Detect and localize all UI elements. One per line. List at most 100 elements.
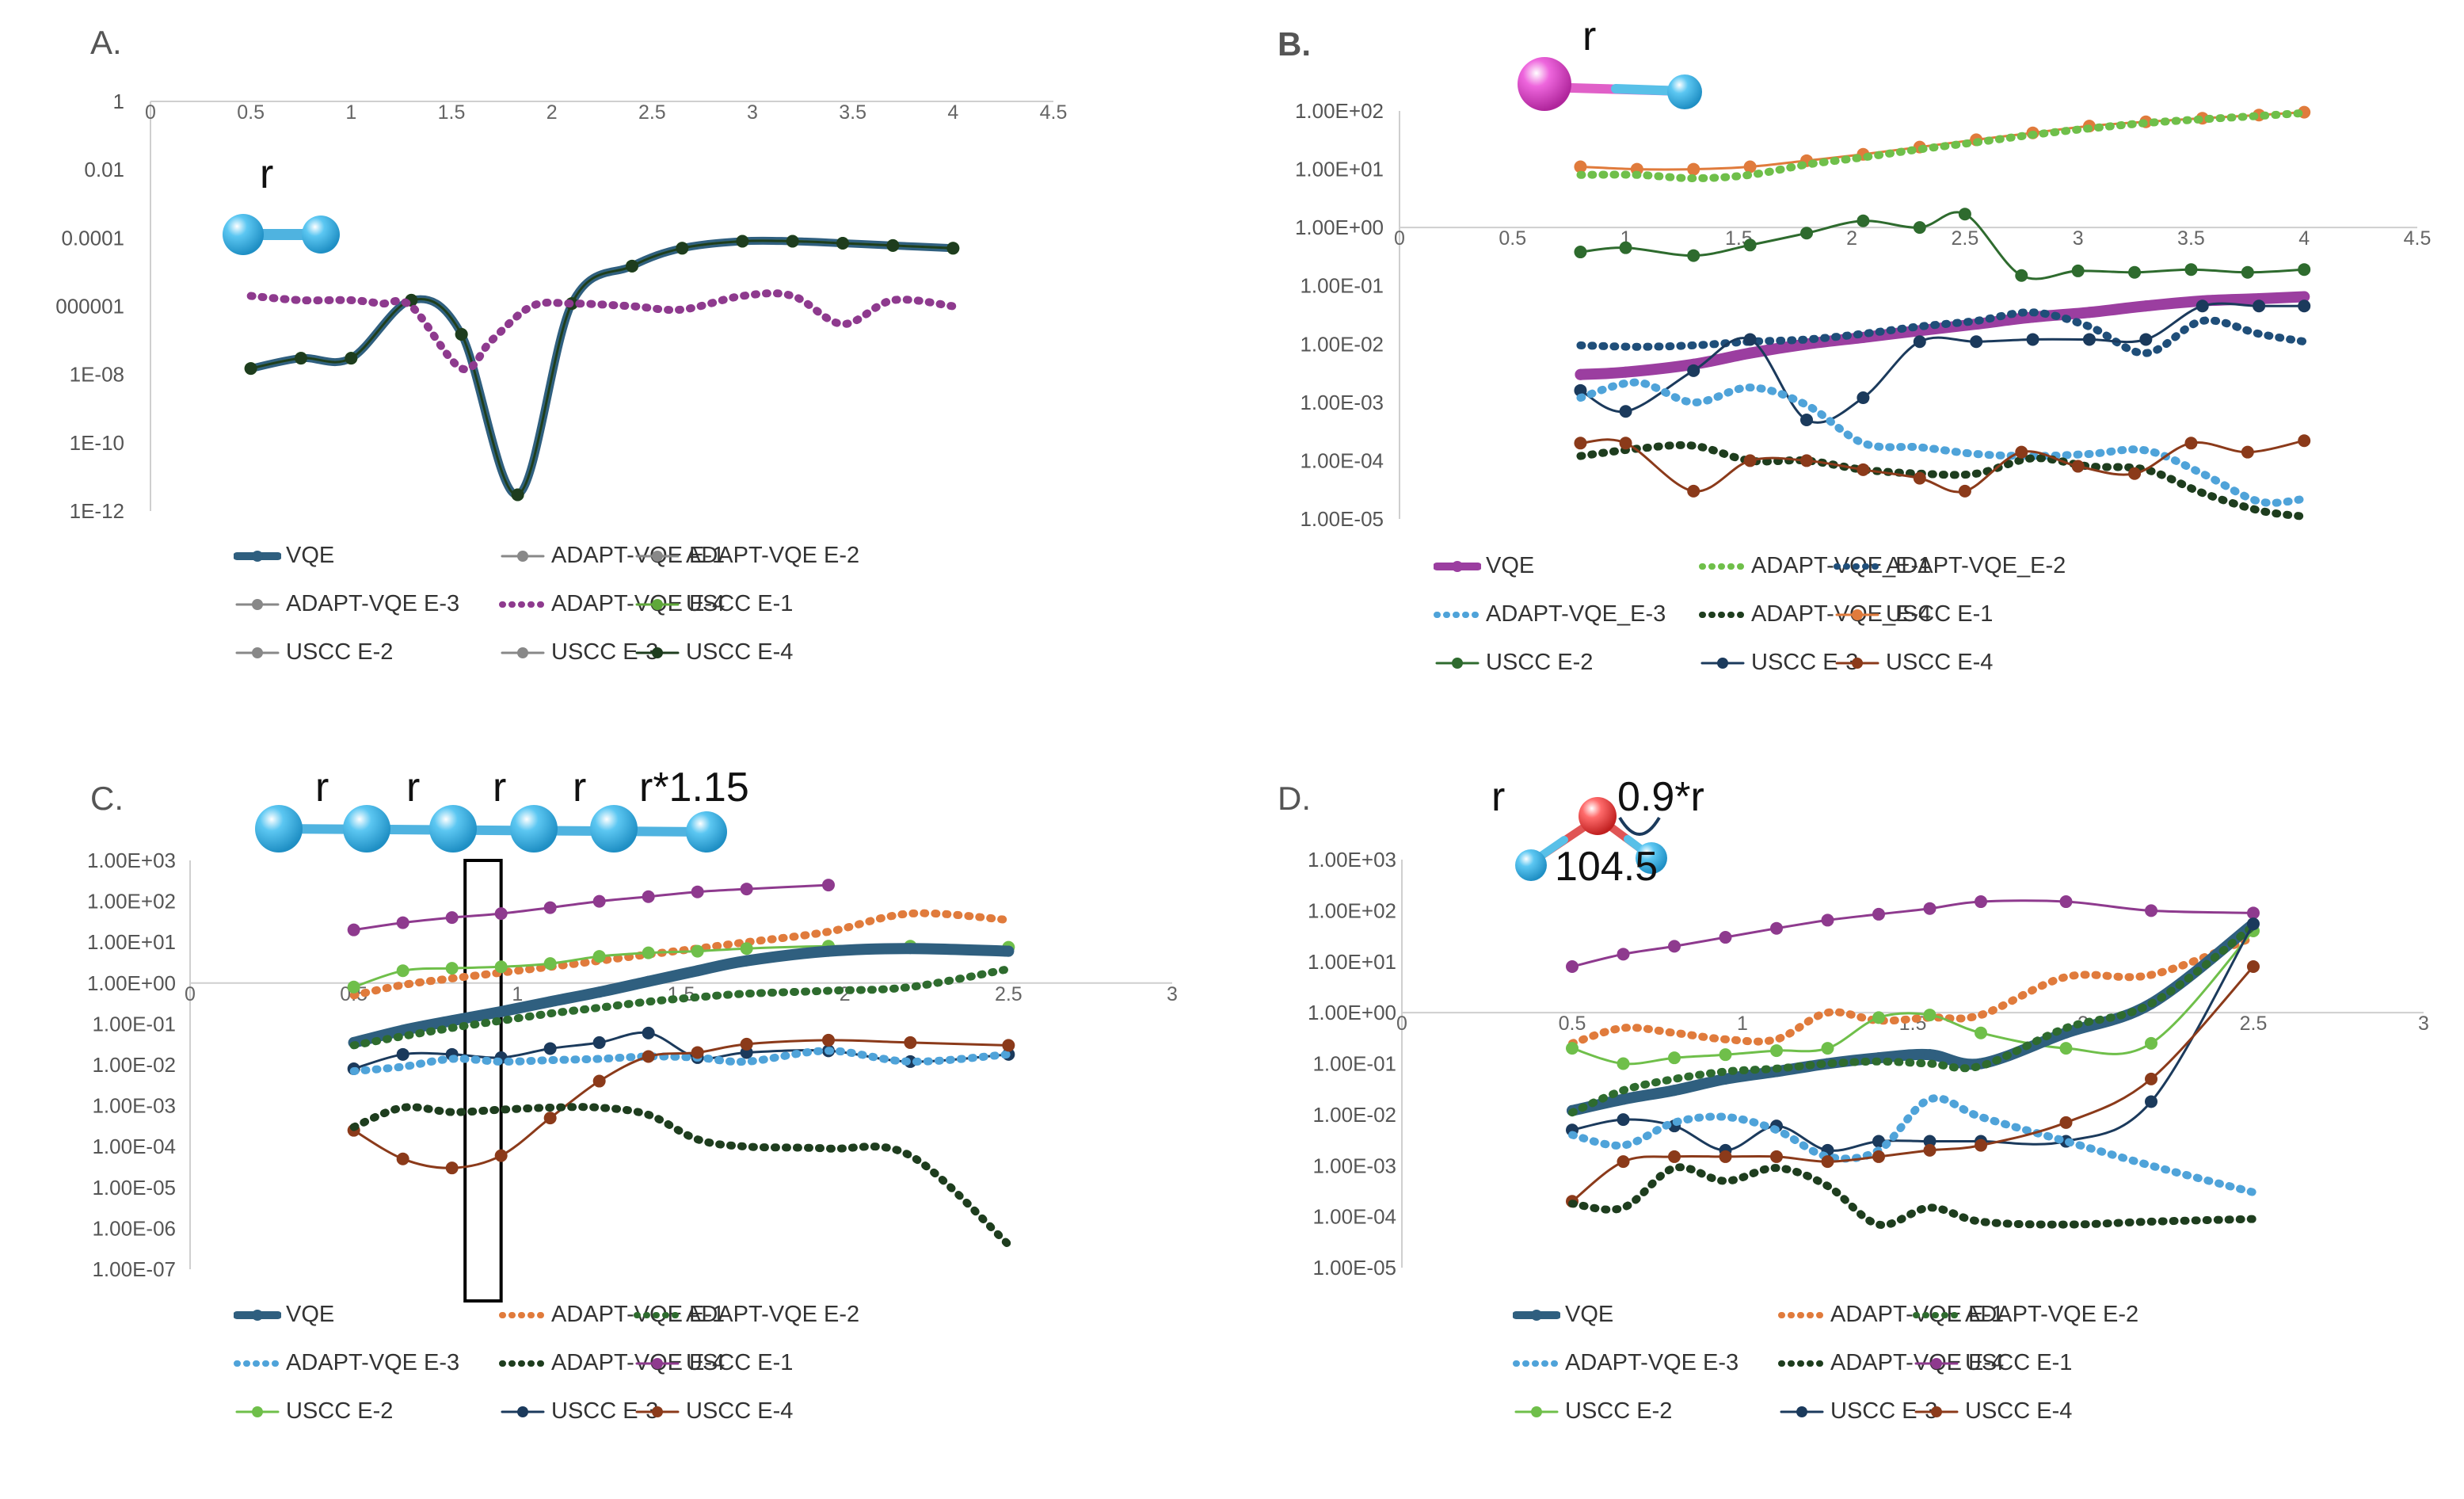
legend-item: VQE [1434,553,1534,579]
series-uscc-e-4 [244,235,960,502]
data-point [1800,414,1813,427]
legend-label: ADAPT-VQE E-2 [1965,1302,2139,1327]
data-point [1566,959,1579,973]
series-line [1579,211,2306,280]
legend-swatch [499,1360,546,1367]
series-uscc-e-3 [1566,917,2260,1157]
y-tick-label: 1.00E-04 [1312,1205,1396,1229]
data-point [2241,445,2254,459]
panel-b-label: B. [1278,25,1311,63]
data-point [2196,299,2209,313]
data-point [1574,160,1587,174]
y-tick-label: 1.00E+02 [87,890,176,914]
legend-swatch [234,1309,281,1321]
y-tick-label: 1.00E-02 [92,1053,176,1077]
y-tick-label: 1.00E+02 [1295,99,1384,123]
data-point [2253,299,2266,313]
legend-swatch [1513,1309,1560,1321]
bond [274,824,711,837]
legend-label: VQE [1486,553,1535,578]
data-point [904,1036,917,1049]
data-point [1687,484,1700,498]
angle-arc [1618,816,1661,836]
data-point [1719,1150,1732,1163]
y-tick-label: 1E-08 [70,363,124,387]
legend-label: VQE [286,543,335,568]
legend-swatch [1914,1406,1959,1417]
x-tick-label: 0 [1396,1013,1407,1035]
series-uscc-e-4 [1574,434,2311,498]
x-tick-label: 3.5 [839,101,866,124]
data-point [736,235,749,248]
legend-swatch [635,1357,680,1369]
legend-item: ADAPT-VQE E-3 [1513,1350,1739,1376]
legend-item: USCC E-2 [234,1398,393,1425]
data-point [1002,1039,1015,1052]
y-tick-label: 1.00E-01 [1312,1052,1396,1076]
legend-swatch [499,1311,546,1318]
data-point [1669,1085,1680,1097]
x-tick-label: 4.5 [2404,227,2432,250]
x-tick-label: 3 [747,101,758,124]
data-point [642,975,654,987]
data-point [2083,307,2095,318]
data-point [1687,249,1700,262]
data-point [836,237,849,250]
legend-label: USCC E-4 [686,1398,794,1424]
data-point [1913,221,1926,235]
data-point [1566,1042,1579,1055]
y-tick-label: 1.00E+03 [87,849,176,872]
legend-label: USCC E-2 [286,639,394,665]
legend-label: ADAPT-VQE_E-3 [1486,601,1666,627]
y-tick-label: 1.00E-05 [1300,507,1384,531]
y-tick-label: 1E-10 [70,431,124,455]
chart-c: 0 0.5 1 1.5 2 2.5 31.00E+031.00E+021.00E+011.0… [87,805,1178,1303]
x-tick-label: 2.5 [2240,1013,2268,1035]
x-tick-label: 1 [512,983,523,1005]
legend-swatch [1778,1360,1826,1367]
x-tick-label: 2.5 [995,983,1023,1005]
bond-label-r: r [260,151,274,197]
data-point [1744,347,1756,359]
y-tick-label: 1.00E+01 [1295,158,1384,181]
legend-swatch [501,550,545,562]
data-point [2145,1036,2157,1050]
data-point [1719,931,1732,944]
data-point [2145,1072,2157,1085]
y-tick-label: 1.00E-03 [92,1094,176,1118]
legend-label: USCC E-4 [686,639,794,665]
data-point [543,901,557,914]
y-tick-label: 1.00E-04 [1300,448,1384,472]
hydrogen-atom [510,805,558,852]
heavy-atom [1518,57,1571,111]
legend-swatch [235,647,280,658]
legend-item: USCC E-1 [1834,601,1993,627]
x-tick-label: 4 [2298,227,2310,250]
data-point [345,352,358,365]
legend-swatch [1434,560,1481,572]
x-tick-label: 0 [185,983,196,1005]
y-tick-label: 0.0001 [61,226,124,250]
panel-a-label: A. [90,24,122,61]
data-point [592,894,606,908]
data-point [347,980,360,994]
legend-item: USCC E-3 [1699,650,1858,676]
y-tick-label: 1.00E-05 [1312,1256,1396,1280]
data-point [2059,1042,2073,1055]
x-tick-label: 4.5 [1040,101,1068,124]
data-point [1857,463,1870,476]
data-point [1743,238,1757,252]
hydrogen-atom [1636,842,1667,874]
data-point [2128,467,2142,480]
x-tick-label: 0 [1394,227,1405,250]
series-uscc-e-1 [1566,895,2260,973]
data-point [2145,904,2157,917]
legend-swatch [1778,1311,1826,1318]
data-point [642,890,655,903]
data-point [1958,484,1971,498]
legend-swatch [1513,1360,1560,1367]
data-point [2059,895,2073,909]
y-tick-label: 1.00E-06 [92,1216,176,1240]
legend-label: USCC E-2 [286,1398,394,1424]
legend-item: USCC E-4 [1913,1398,2072,1425]
